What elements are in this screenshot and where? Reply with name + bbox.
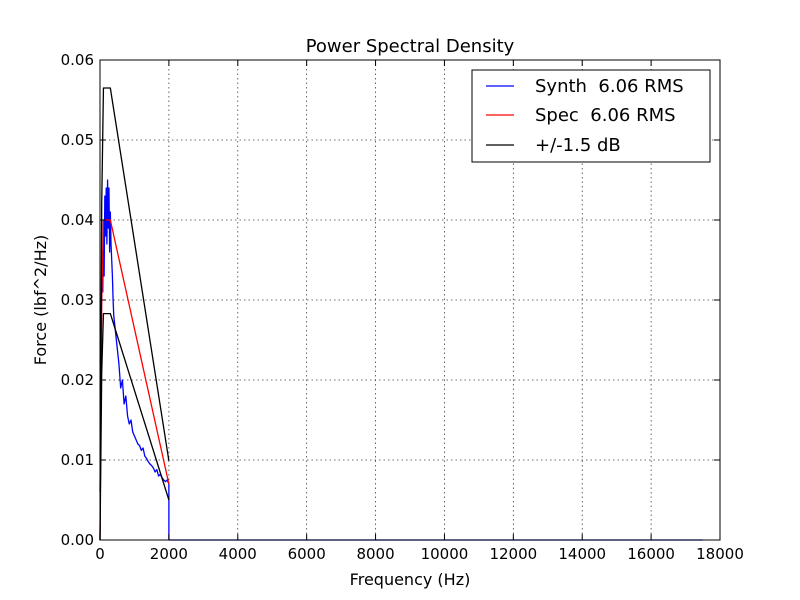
x-tick-label: 8000: [356, 545, 394, 563]
legend-label-spec: Spec 6.06 RMS: [535, 105, 676, 126]
legend-label-synth: Synth 6.06 RMS: [535, 76, 684, 97]
y-tick-label: 0.02: [61, 371, 94, 389]
legend-label-tolerance: +/-1.5 dB: [535, 135, 621, 156]
x-tick-label: 0: [95, 545, 105, 563]
grid-layer: [100, 60, 720, 540]
y-tick-label: 0.01: [61, 451, 94, 469]
y-tick-label: 0.04: [61, 211, 94, 229]
y-axis-title: Force (lbf^2/Hz): [31, 235, 50, 366]
x-tick-label: 14000: [558, 545, 606, 563]
x-tick-label: 10000: [421, 545, 469, 563]
x-tick-label: 4000: [219, 545, 257, 563]
x-axis-title: Frequency (Hz): [350, 570, 471, 589]
y-tick-label: 0.03: [61, 291, 94, 309]
x-tick-label: 16000: [627, 545, 675, 563]
chart-title: Power Spectral Density: [306, 36, 515, 57]
y-tick-label: 0.06: [61, 51, 94, 69]
x-tick-label: 18000: [696, 545, 744, 563]
x-tick-label: 6000: [288, 545, 326, 563]
legend: Synth 6.06 RMS Spec 6.06 RMS +/-1.5 dB: [471, 69, 711, 163]
legend-box: [471, 69, 711, 163]
series-tolerance-upper-line: [99, 87, 170, 541]
x-tick-label: 12000: [489, 545, 537, 563]
y-tick-label: 0.00: [61, 531, 94, 549]
y-tick-label: 0.05: [61, 131, 94, 149]
series-tolerance-lower-line: [99, 312, 170, 541]
x-tick-label: 2000: [150, 545, 188, 563]
tick-layer: 0 2000 4000 6000 8000 10000 12000 14000 16000 180…: [61, 51, 744, 563]
